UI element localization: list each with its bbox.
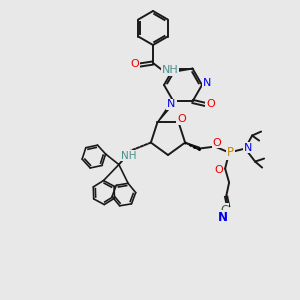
Text: O: O: [177, 114, 186, 124]
Text: O: O: [130, 59, 140, 69]
Text: O: O: [206, 100, 215, 110]
Text: P: P: [226, 146, 234, 159]
Polygon shape: [158, 100, 175, 122]
Text: O: O: [215, 165, 224, 175]
Text: O: O: [213, 138, 221, 148]
Text: NH: NH: [121, 151, 136, 160]
Text: C: C: [220, 204, 228, 217]
Text: N: N: [218, 211, 228, 224]
Text: N: N: [167, 100, 176, 110]
Text: NH: NH: [162, 65, 178, 75]
Text: N: N: [244, 142, 252, 153]
Text: N: N: [203, 78, 211, 88]
Polygon shape: [185, 142, 200, 150]
